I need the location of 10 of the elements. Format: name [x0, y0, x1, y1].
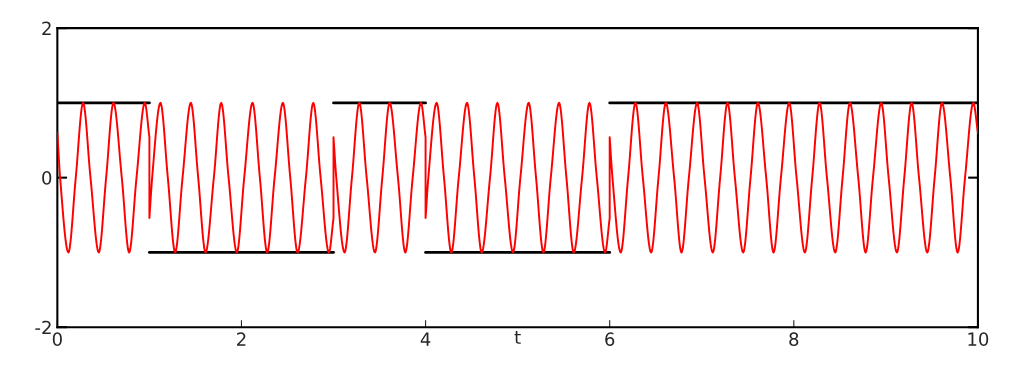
x-tick-label: 0: [52, 332, 62, 347]
y-tick-label: 2: [42, 21, 51, 35]
x-tick-label: 6: [605, 332, 615, 347]
x-tick-label: 8: [789, 332, 799, 347]
y-tick-label: 0: [42, 171, 52, 185]
y-tick-label: -2: [35, 320, 51, 335]
x-axis-title: t: [514, 331, 521, 344]
x-tick-label: 2: [237, 332, 246, 346]
x-tick-label: 4: [420, 332, 431, 346]
x-tick-label: 10: [968, 332, 989, 347]
